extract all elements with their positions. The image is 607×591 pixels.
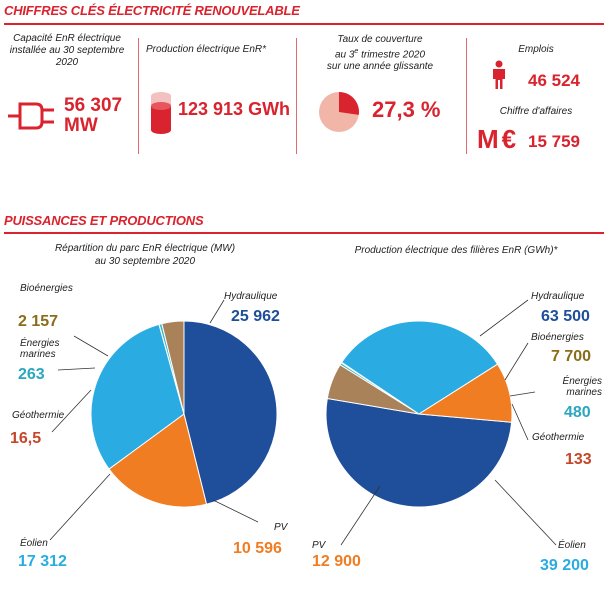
plug-icon: [6, 96, 62, 141]
c2-label-geo: Géothermie: [532, 432, 585, 443]
c1-label-eolien: Éolien: [20, 538, 48, 549]
c2-value-geo: 133: [565, 451, 592, 468]
c1-value-bio: 2 157: [18, 313, 59, 330]
pie2-slice-pv: [417, 363, 513, 423]
c2-value-hydro: 63 500: [541, 308, 590, 325]
capacity-value: 56 307: [64, 95, 123, 116]
coverage-label: Taux de couverture au 3e trimestre 2020 …: [300, 34, 460, 73]
battery-icon: [148, 88, 174, 141]
leader-line: [504, 342, 529, 381]
c1-label-bio: Bioénergies: [20, 283, 73, 294]
capacity-label: Capacité EnR électrique installée au 30 …: [9, 33, 125, 68]
revenue-value: 15 759: [528, 132, 580, 151]
c1-label-pv: PV: [274, 522, 288, 533]
c1-value-pv: 10 596: [233, 540, 282, 557]
c1-value-eolien: 17 312: [18, 553, 67, 570]
c2-label-marines: Énergies marines: [562, 376, 602, 398]
pie1-slice-bio: [161, 320, 185, 415]
powers-title: PUISSANCES ET PRODUCTIONS: [4, 213, 204, 228]
capacity-unit: MW: [64, 115, 98, 136]
c1-label-hydro: Hydraulique: [224, 291, 278, 302]
leader-line: [494, 479, 557, 546]
leader-line: [511, 403, 529, 441]
c1-value-geo: 16,5: [10, 430, 42, 447]
leader-line: [51, 389, 92, 433]
powers-rule: [4, 232, 604, 234]
separator-3: [466, 38, 467, 154]
leader-line: [209, 299, 225, 324]
production-value: 123 913 GWh: [178, 99, 291, 119]
coverage-pie-share: [339, 92, 359, 115]
jobs-value: 46 524: [528, 71, 580, 90]
coverage-label-line1: Taux de couverture: [337, 34, 423, 45]
chart1-title: Répartition du parc EnR électrique (MW) …: [14, 242, 276, 268]
pie2-slice-hydro: [325, 397, 513, 508]
revenue-label: Chiffre d'affaires: [499, 106, 573, 117]
coverage-label-sup: e: [354, 48, 359, 55]
chart1-title-line1: Répartition du parc EnR électrique (MW): [54, 243, 236, 254]
chart2-title: Production électrique des filières EnR (…: [354, 245, 558, 256]
c2-value-eolien: 39 200: [540, 557, 589, 574]
coverage-value: 27,3 %: [372, 97, 441, 122]
revenue-unit: M€: [477, 124, 520, 154]
person-icon: [489, 60, 509, 95]
key-figures-rule: [4, 23, 604, 25]
pie1-slice-eolien: [90, 323, 185, 470]
c2-label-pv: PV: [312, 540, 326, 551]
pie1-slice-pv: [108, 413, 208, 508]
c2-value-bio: 7 700: [551, 348, 592, 365]
c2-label-hydro: Hydraulique: [531, 291, 585, 302]
leader-line: [57, 367, 96, 371]
chart1-title-line2: au 30 septembre 2020: [94, 256, 196, 267]
coverage-pie-icon: [317, 90, 361, 139]
c2-label-bio: Bioénergies: [531, 332, 584, 343]
c2-value-pv: 12 900: [312, 553, 361, 570]
jobs-label: Emplois: [518, 44, 554, 55]
leader-line: [340, 485, 381, 546]
production-label: Production électrique EnR*: [145, 44, 267, 55]
coverage-label-line4: sur une année glissante: [326, 61, 434, 73]
leader-line: [212, 499, 259, 523]
c2-label-eolien: Éolien: [558, 540, 586, 551]
c1-label-geo: Géothermie: [12, 410, 65, 421]
leader-line: [73, 335, 109, 357]
leader-line: [49, 473, 111, 541]
separator-2: [296, 38, 297, 154]
separator-1: [138, 38, 139, 154]
leader-line: [509, 391, 536, 397]
pie2-slice-eolien: [340, 320, 499, 415]
leader-line: [479, 299, 529, 337]
c2-value-marines: 480: [564, 404, 591, 421]
c1-value-marines: 263: [18, 366, 45, 383]
c1-label-marines: Énergies marines: [20, 338, 60, 360]
coverage-label-line3: trimestre 2020: [358, 49, 426, 61]
pie1-slice-hydro: [183, 320, 278, 505]
coverage-label-line2: au 3: [334, 49, 355, 61]
c1-value-hydro: 25 962: [231, 308, 280, 325]
key-figures-title: CHIFFRES CLÉS ÉLECTRICITÉ RENOUVELABLE: [4, 3, 300, 18]
